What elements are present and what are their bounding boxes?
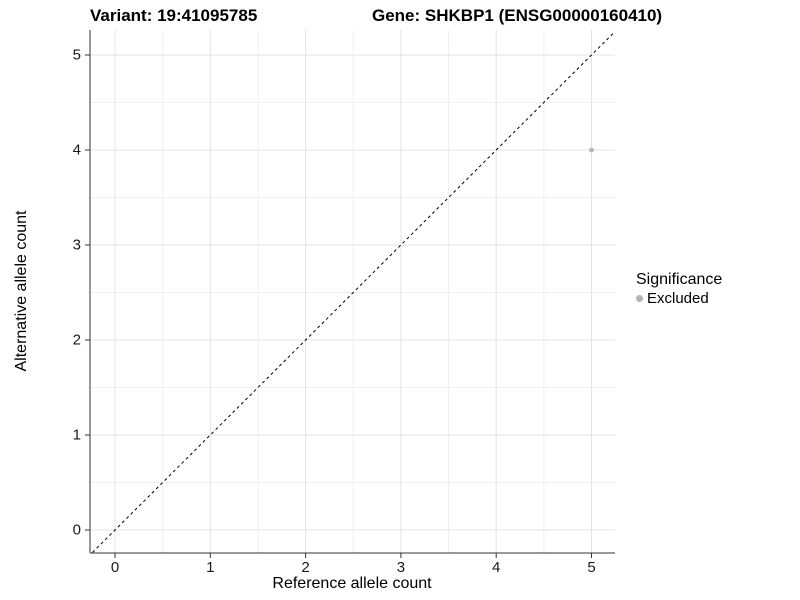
y-tick-label: 3 <box>72 236 81 254</box>
plot-title-gene: Gene: SHKBP1 (ENSG00000160410) <box>372 6 663 25</box>
legend-item-label: Excluded <box>647 290 709 307</box>
legend-item-excluded: Excluded <box>636 290 722 307</box>
excluded-point-marker-icon <box>636 295 643 302</box>
legend: Significance Excluded <box>636 271 722 307</box>
y-tick-label: 1 <box>72 426 81 444</box>
x-tick-label: 2 <box>301 559 310 576</box>
x-tick-label: 0 <box>110 559 120 576</box>
y-tick-label: 5 <box>72 46 81 64</box>
x-tick-label: 1 <box>206 559 215 576</box>
y-tick-label: 2 <box>72 331 81 349</box>
y-tick-label: 4 <box>72 141 81 159</box>
x-tick-label: 3 <box>396 559 406 576</box>
x-tick-label: 4 <box>492 559 501 576</box>
identity-line <box>91 30 615 553</box>
data-point <box>589 147 594 153</box>
legend-title: Significance <box>636 271 723 288</box>
x-axis-title: Reference allele count <box>272 575 432 592</box>
plot-title-variant: Variant: 19:41095785 <box>90 6 258 25</box>
y-axis-title: Alternative allele count <box>13 210 30 372</box>
y-tick-label: 0 <box>72 521 81 539</box>
x-tick-label: 5 <box>587 559 596 576</box>
